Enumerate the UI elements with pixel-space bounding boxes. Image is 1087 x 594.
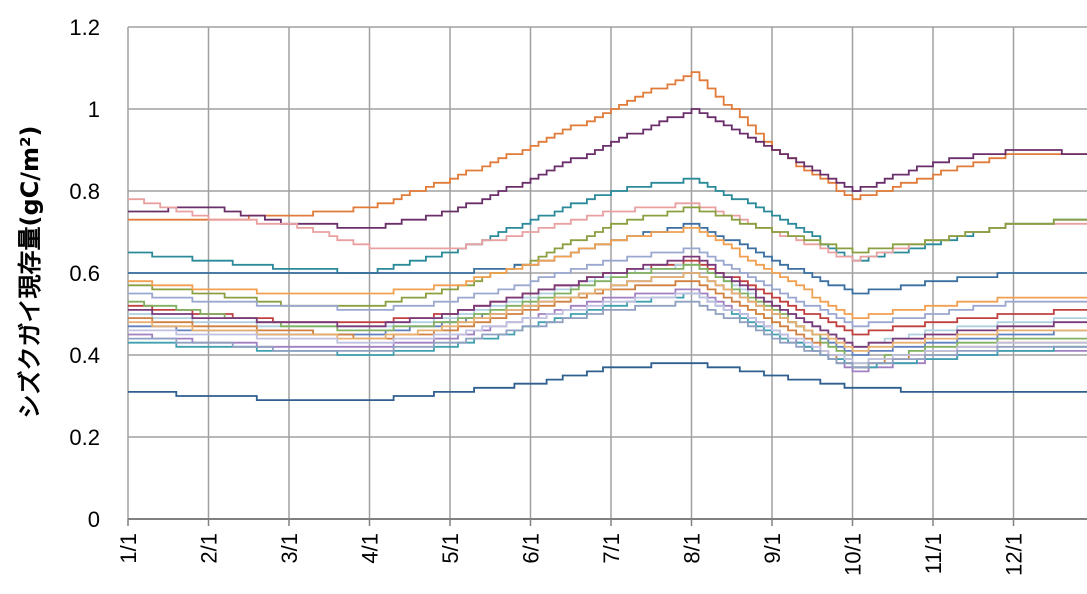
- x-tick-label: 1/1: [116, 533, 141, 564]
- y-tick-labels: 0 0.2 0.4 0.6 0.8 1 1.2: [69, 15, 100, 532]
- series-line-18: [128, 292, 1087, 365]
- x-tick-labels: 1/1 2/1 3/1 4/1 5/1 6/1 7/1 8/1 9/1 10/1 11/1 12/1: [116, 533, 1027, 576]
- series-line-3: [128, 177, 1087, 274]
- series-line-4: [128, 198, 1087, 262]
- y-tick-label: 1: [88, 97, 100, 122]
- axes: [127, 518, 1087, 526]
- x-tick-label: 12/1: [1002, 533, 1027, 576]
- series-lines: [128, 71, 1087, 401]
- x-tick-label: 8/1: [680, 533, 705, 564]
- x-tick-label: 11/1: [921, 533, 946, 574]
- x-tick-label: 9/1: [760, 533, 785, 564]
- series-line-6: [128, 222, 1087, 295]
- y-axis-label: シズクガイ現存量(gC/m²): [16, 125, 44, 418]
- series-line-2: [128, 108, 1087, 229]
- series-line-1: [128, 71, 1087, 221]
- series-line-8: [128, 247, 1087, 328]
- series-line-7: [128, 227, 1087, 319]
- y-tick-label: 1.2: [69, 15, 100, 40]
- series-line-17: [128, 272, 1087, 352]
- x-tick-label: 4/1: [358, 533, 383, 564]
- series-line-19: [128, 300, 1087, 369]
- x-tick-label: 2/1: [197, 533, 222, 564]
- x-tick-label: 5/1: [438, 533, 463, 564]
- y-tick-label: 0.2: [69, 425, 100, 450]
- series-line-5: [128, 206, 1087, 307]
- x-tick-label: 3/1: [277, 533, 302, 564]
- x-tick-label: 7/1: [599, 533, 624, 564]
- y-tick-label: 0.8: [69, 179, 100, 204]
- series-line-20: [128, 362, 1087, 401]
- x-tick-label: 10/1: [841, 533, 866, 576]
- y-tick-label: 0: [88, 507, 100, 532]
- y-tick-label: 0.4: [69, 343, 100, 368]
- x-tick-label: 6/1: [519, 533, 544, 564]
- y-tick-label: 0.6: [69, 261, 100, 286]
- series-line-16: [128, 255, 1087, 348]
